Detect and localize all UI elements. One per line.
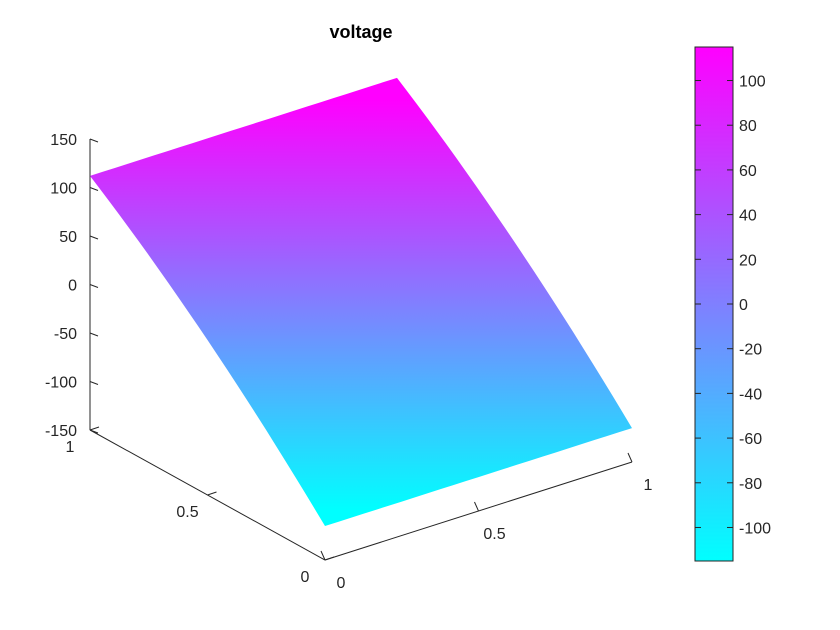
colorbar-tick-label: -20 <box>739 342 762 359</box>
colorbar-tick-label: 20 <box>739 252 757 269</box>
y-tick-label: 0 <box>301 569 310 586</box>
z-tick-label: -100 <box>45 375 77 392</box>
x-tick-mark <box>320 550 326 561</box>
colorbar-tick-label: -60 <box>739 431 762 448</box>
y-tick-label: 0.5 <box>176 504 198 521</box>
z-tick-mark <box>89 235 99 240</box>
colorbar-tick-label: 60 <box>739 163 757 180</box>
y-tick-mark <box>207 491 217 496</box>
x-tick-mark <box>627 452 633 463</box>
z-tick-label: 50 <box>59 229 77 246</box>
y-tick-mark <box>89 426 100 431</box>
colorbar-tick-label: 0 <box>739 297 748 314</box>
z-tick-mark <box>89 429 99 434</box>
y-tick-mark <box>324 556 335 561</box>
z-tick-label: -50 <box>54 326 77 343</box>
colorbar-tick-label: -80 <box>739 476 762 493</box>
x-tick-label: 0.5 <box>483 526 505 543</box>
colorbar-tick-label: 80 <box>739 118 757 135</box>
colorbar-tick-label: -40 <box>739 386 762 403</box>
colorbar-tick-label: 100 <box>739 74 766 91</box>
chart-title: voltage <box>329 22 392 42</box>
z-tick-label: -150 <box>45 423 77 440</box>
z-tick-label: 100 <box>50 181 77 198</box>
z-tick-mark <box>89 187 99 191</box>
colorbar-tick-label: 40 <box>739 208 757 225</box>
z-tick-label: 0 <box>68 278 77 295</box>
y-tick-label: 1 <box>66 439 75 456</box>
x-tick-label: 0 <box>337 575 346 592</box>
z-tick-mark <box>89 332 99 337</box>
z-tick-mark <box>89 138 99 143</box>
z-tick-label: 150 <box>50 132 77 149</box>
colorbar: 100 80 60 40 20 0 -20 -40 -60 -80 -100 <box>694 46 771 562</box>
surface-patch <box>90 77 632 527</box>
z-tick-mark <box>89 284 99 288</box>
z-tick-mark <box>89 381 99 385</box>
surface <box>90 77 632 527</box>
x-tick-label: 1 <box>644 477 653 494</box>
colorbar-gradient <box>694 46 734 562</box>
x-tick-mark <box>474 501 479 512</box>
colorbar-tick-label: -100 <box>739 520 771 537</box>
